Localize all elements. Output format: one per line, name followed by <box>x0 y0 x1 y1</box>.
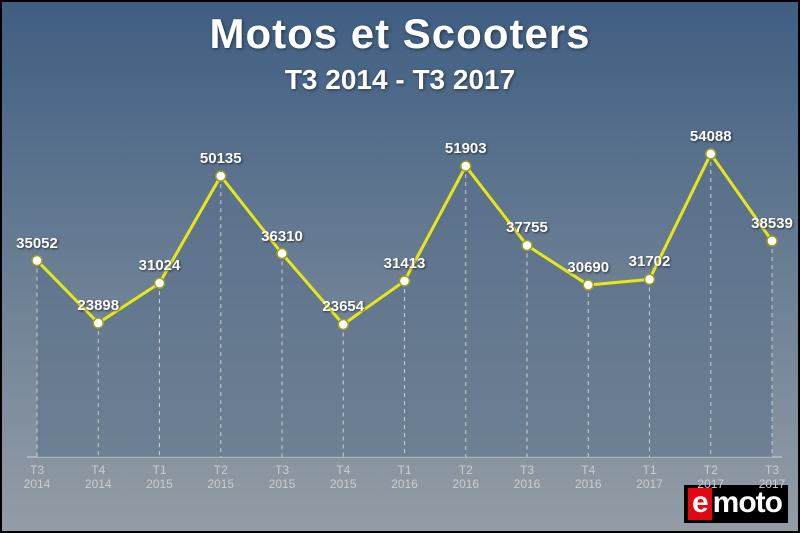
data-marker <box>338 319 348 329</box>
x-axis-label: T12016 <box>380 463 430 492</box>
value-label: 50135 <box>181 150 261 167</box>
value-label: 54088 <box>671 128 751 145</box>
x-axis-label: T42015 <box>318 463 368 492</box>
x-axis-label: T12017 <box>625 463 675 492</box>
data-marker <box>93 318 103 328</box>
value-label: 31702 <box>610 253 690 270</box>
data-marker <box>522 240 532 250</box>
x-axis-label: T42014 <box>73 463 123 492</box>
value-label: 38539 <box>732 215 800 232</box>
data-marker <box>155 278 165 288</box>
data-marker <box>645 274 655 284</box>
x-axis-label: T22017 <box>686 463 736 492</box>
x-axis-label: T22016 <box>441 463 491 492</box>
data-marker <box>767 236 777 246</box>
data-marker <box>400 276 410 286</box>
x-axis-label: T32016 <box>502 463 552 492</box>
value-label: 51903 <box>426 140 506 157</box>
x-axis-label: T22015 <box>196 463 246 492</box>
data-marker <box>461 161 471 171</box>
value-label: 37755 <box>487 219 567 236</box>
x-axis-label: T42016 <box>563 463 613 492</box>
x-axis-label: T32015 <box>257 463 307 492</box>
data-marker <box>32 256 42 266</box>
value-label: 31413 <box>365 255 445 272</box>
logo-e: e <box>688 488 712 520</box>
chart-container: Motos et Scooters T3 2014 - T3 2017 e mo… <box>0 0 800 533</box>
value-label: 36310 <box>242 228 322 245</box>
logo-moto: moto <box>713 488 782 520</box>
data-marker <box>277 249 287 259</box>
value-label: 31024 <box>120 257 200 274</box>
x-axis-label: T32014 <box>12 463 62 492</box>
data-marker <box>583 280 593 290</box>
x-axis-label: T32017 <box>747 463 797 492</box>
x-axis-label: T12015 <box>135 463 185 492</box>
data-marker <box>216 171 226 181</box>
data-marker <box>706 149 716 159</box>
value-label: 23654 <box>303 298 383 315</box>
value-label: 23898 <box>58 297 138 314</box>
value-label: 35052 <box>0 235 77 252</box>
